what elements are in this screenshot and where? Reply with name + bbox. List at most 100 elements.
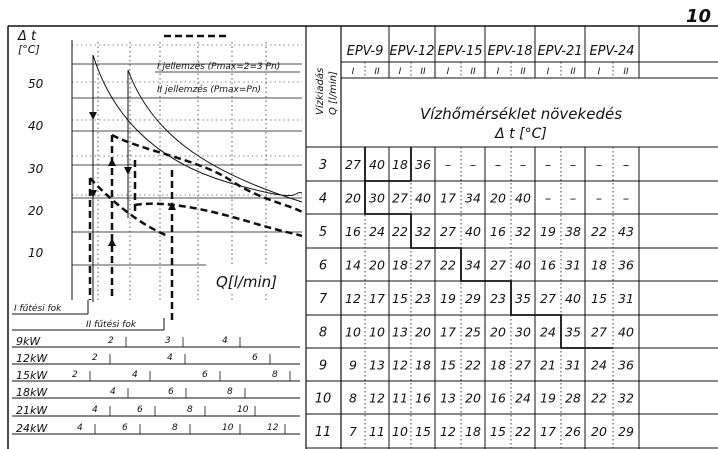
table-cell: 40 — [515, 258, 531, 273]
sub-col-header: I — [598, 67, 601, 77]
table-cell: 27 — [540, 291, 556, 306]
curve-1-lower — [89, 177, 169, 238]
model-header: EPV-15 — [437, 44, 482, 59]
sub-col-header: II — [470, 67, 476, 77]
row-q-value: 5 — [319, 225, 327, 240]
table-cell: 24 — [369, 224, 385, 239]
table-cell: 24 — [591, 358, 607, 373]
scale-label: 9kW — [16, 335, 41, 348]
y-axis-unit: [°C] — [18, 43, 40, 56]
table-cell: – — [495, 157, 501, 172]
table-cell: 18 — [490, 358, 506, 373]
table-cell: 16 — [415, 391, 431, 406]
curve-2-upper — [92, 54, 303, 197]
table-cell: 19 — [540, 391, 556, 406]
scale-tick-label: 2 — [108, 336, 114, 346]
heating-step-markers: I fűtési fok II fűtési fok — [12, 300, 165, 331]
table-cell: 31 — [565, 258, 581, 273]
scale-tick-label: 8 — [187, 405, 193, 415]
table-grid-lines — [305, 26, 718, 449]
table-cell: – — [596, 191, 602, 206]
table-cell: 12 — [392, 358, 408, 373]
table-cell: 40 — [369, 157, 385, 172]
table-cell: 35 — [515, 291, 531, 306]
curve-2-lower — [127, 69, 303, 203]
table-cell: 25 — [465, 325, 481, 340]
table-cell: 22 — [515, 424, 531, 439]
table-cell: 20 — [465, 391, 481, 406]
arrow-up-icon — [108, 158, 116, 166]
scale-tick-label: 6 — [252, 353, 258, 363]
row-q-value: 3 — [319, 158, 327, 173]
table-cell: 20 — [591, 424, 607, 439]
chart-grid — [71, 40, 302, 300]
table-cell: 23 — [490, 291, 506, 306]
table-cell: 36 — [618, 258, 634, 273]
table-cell: – — [445, 157, 451, 172]
row-q-value: 4 — [319, 192, 327, 207]
table-cell: 16 — [345, 224, 361, 239]
table-cell: 15 — [392, 291, 408, 306]
table-cell: 10 — [345, 325, 361, 340]
table-cell: 27 — [440, 224, 456, 239]
table-cell: 13 — [369, 358, 385, 373]
sub-col-header: II — [374, 67, 380, 77]
table-cell: 22 — [440, 258, 456, 273]
table-cell: 30 — [369, 191, 385, 206]
scale-tick-label: 4 — [222, 336, 228, 346]
table-cell: 17 — [440, 191, 456, 206]
table-cell: 15 — [415, 424, 431, 439]
table-cell: 15 — [440, 358, 456, 373]
table-cell: 27 — [490, 258, 506, 273]
sub-col-header: I — [399, 67, 402, 77]
table-cell: 7 — [349, 424, 357, 439]
table-cell: 18 — [392, 258, 408, 273]
scale-tick-label: 4 — [132, 370, 138, 380]
table-cell: 32 — [618, 391, 634, 406]
table-heading-line2: Δ t [°C] — [494, 126, 547, 142]
table-cell: 20 — [345, 191, 361, 206]
table-cell: 10 — [369, 325, 385, 340]
model-header: EPV-18 — [487, 44, 532, 59]
temperature-rise-chart: Δ t [°C] 50 40 30 20 10 I jellemzés (Pmax=2=… — [12, 29, 303, 331]
scale-label: 15kW — [16, 369, 48, 382]
table-cell: 17 — [440, 325, 456, 340]
y-tick-label: 20 — [28, 204, 44, 218]
table-cell: 20 — [490, 191, 506, 206]
corner-label-line2: Q [l/min] — [328, 71, 339, 115]
table-cell: 17 — [540, 424, 556, 439]
table-cell: 40 — [565, 291, 581, 306]
table-cell: 12 — [440, 424, 456, 439]
table-cell: 12 — [345, 291, 361, 306]
table-cell: 30 — [515, 325, 531, 340]
y-tick-label: 50 — [28, 77, 44, 91]
scale-tick-label: 10 — [222, 423, 234, 433]
table-cell: 40 — [618, 325, 634, 340]
scale-tick-label: 2 — [72, 370, 78, 380]
table-cell: 18 — [465, 424, 481, 439]
scale-tick-label: 10 — [237, 405, 249, 415]
scale-tick-label: 2 — [92, 353, 98, 363]
arrow-up-icon — [168, 202, 176, 210]
table-cell: 32 — [415, 224, 431, 239]
table-cell: – — [570, 157, 576, 172]
table-cell: 27 — [591, 325, 607, 340]
table-cell: 27 — [392, 191, 408, 206]
scale-tick-label: 8 — [272, 370, 278, 380]
table-cell: 40 — [465, 224, 481, 239]
sub-col-header: II — [570, 67, 576, 77]
step-2-label: II fűtési fok — [86, 319, 137, 330]
model-header: EPV-24 — [589, 44, 634, 59]
model-header: EPV-21 — [537, 44, 582, 59]
scale-tick-label: 3 — [165, 336, 171, 346]
arrow-down-icon — [89, 112, 97, 120]
legend-entry-1: I jellemzés (Pmax=2=3 Pn) — [157, 61, 280, 72]
scale-tick-label: 6 — [168, 387, 174, 397]
table-cell: 29 — [618, 424, 634, 439]
table-cell: 16 — [490, 224, 506, 239]
row-q-value: 9 — [319, 359, 327, 374]
sub-col-header: I — [547, 67, 550, 77]
table-cell: 22 — [392, 224, 408, 239]
table-cell: 8 — [349, 391, 357, 406]
table-cell: 14 — [345, 258, 361, 273]
